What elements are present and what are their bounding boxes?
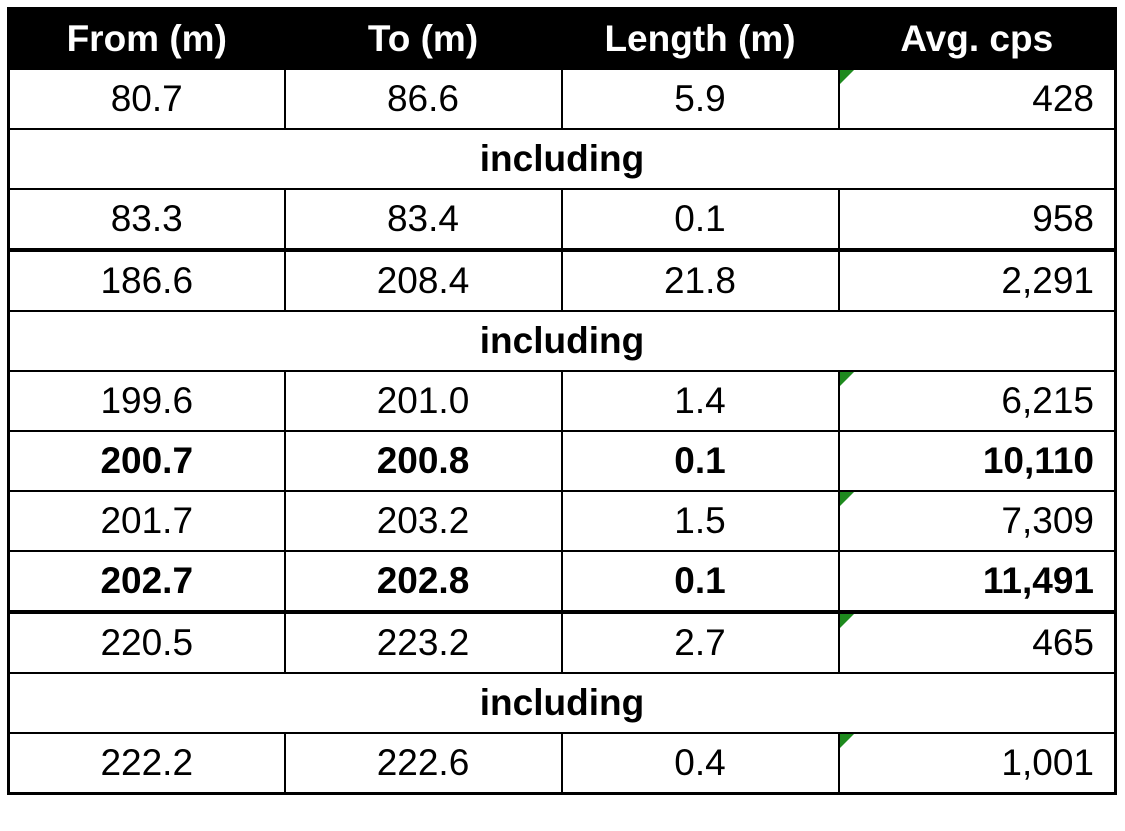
cell: 21.8 xyxy=(560,249,840,312)
data-table: From (m) To (m) Length (m) Avg. cps 80.7… xyxy=(7,7,1117,795)
including-cell: including xyxy=(7,310,1117,372)
cell: 80.7 xyxy=(7,68,286,130)
cell: 7,309 xyxy=(837,490,1117,552)
cell: 465 xyxy=(837,611,1117,674)
cell: 200.8 xyxy=(283,430,563,492)
row: 80.7 86.6 5.9 428 xyxy=(7,68,1117,130)
cell: 1.4 xyxy=(560,370,840,432)
including-row: including xyxy=(7,672,1117,734)
cell: 6,215 xyxy=(837,370,1117,432)
cell: 2,291 xyxy=(837,249,1117,312)
header-cell: From (m) xyxy=(7,7,286,70)
cell: 0.1 xyxy=(560,430,840,492)
cell: 428 xyxy=(837,68,1117,130)
including-row: including xyxy=(7,128,1117,190)
cell: 208.4 xyxy=(283,249,563,312)
cell: 202.7 xyxy=(7,550,286,614)
cell: 203.2 xyxy=(283,490,563,552)
row: 201.7 203.2 1.5 7,309 xyxy=(7,490,1117,552)
including-row: including xyxy=(7,310,1117,372)
cell: 5.9 xyxy=(560,68,840,130)
row: 200.7 200.8 0.1 10,110 xyxy=(7,430,1117,492)
cell: 0.4 xyxy=(560,732,840,795)
cell: 11,491 xyxy=(837,550,1117,614)
row: 186.6 208.4 21.8 2,291 xyxy=(7,249,1117,312)
cell: 10,110 xyxy=(837,430,1117,492)
cell: 222.2 xyxy=(7,732,286,795)
cell: 0.1 xyxy=(560,550,840,614)
cell: 201.7 xyxy=(7,490,286,552)
cell: 1.5 xyxy=(560,490,840,552)
including-cell: including xyxy=(7,128,1117,190)
header-cell: Avg. cps xyxy=(837,7,1117,70)
cell: 83.4 xyxy=(283,188,563,252)
cell: 223.2 xyxy=(283,611,563,674)
row: 202.7 202.8 0.1 11,491 xyxy=(7,550,1117,614)
cell: 186.6 xyxy=(7,249,286,312)
cell: 83.3 xyxy=(7,188,286,252)
header-row: From (m) To (m) Length (m) Avg. cps xyxy=(7,7,1117,70)
cell: 220.5 xyxy=(7,611,286,674)
cell: 0.1 xyxy=(560,188,840,252)
cell: 222.6 xyxy=(283,732,563,795)
row: 222.2 222.6 0.4 1,001 xyxy=(7,732,1117,795)
cell: 199.6 xyxy=(7,370,286,432)
cell: 2.7 xyxy=(560,611,840,674)
cell: 200.7 xyxy=(7,430,286,492)
including-cell: including xyxy=(7,672,1117,734)
cell: 958 xyxy=(837,188,1117,252)
header-cell: To (m) xyxy=(283,7,563,70)
cell: 86.6 xyxy=(283,68,563,130)
cell: 202.8 xyxy=(283,550,563,614)
cell: 1,001 xyxy=(837,732,1117,795)
row: 83.3 83.4 0.1 958 xyxy=(7,188,1117,252)
cell: 201.0 xyxy=(283,370,563,432)
header-cell: Length (m) xyxy=(560,7,840,70)
row: 199.6 201.0 1.4 6,215 xyxy=(7,370,1117,432)
row: 220.5 223.2 2.7 465 xyxy=(7,611,1117,674)
